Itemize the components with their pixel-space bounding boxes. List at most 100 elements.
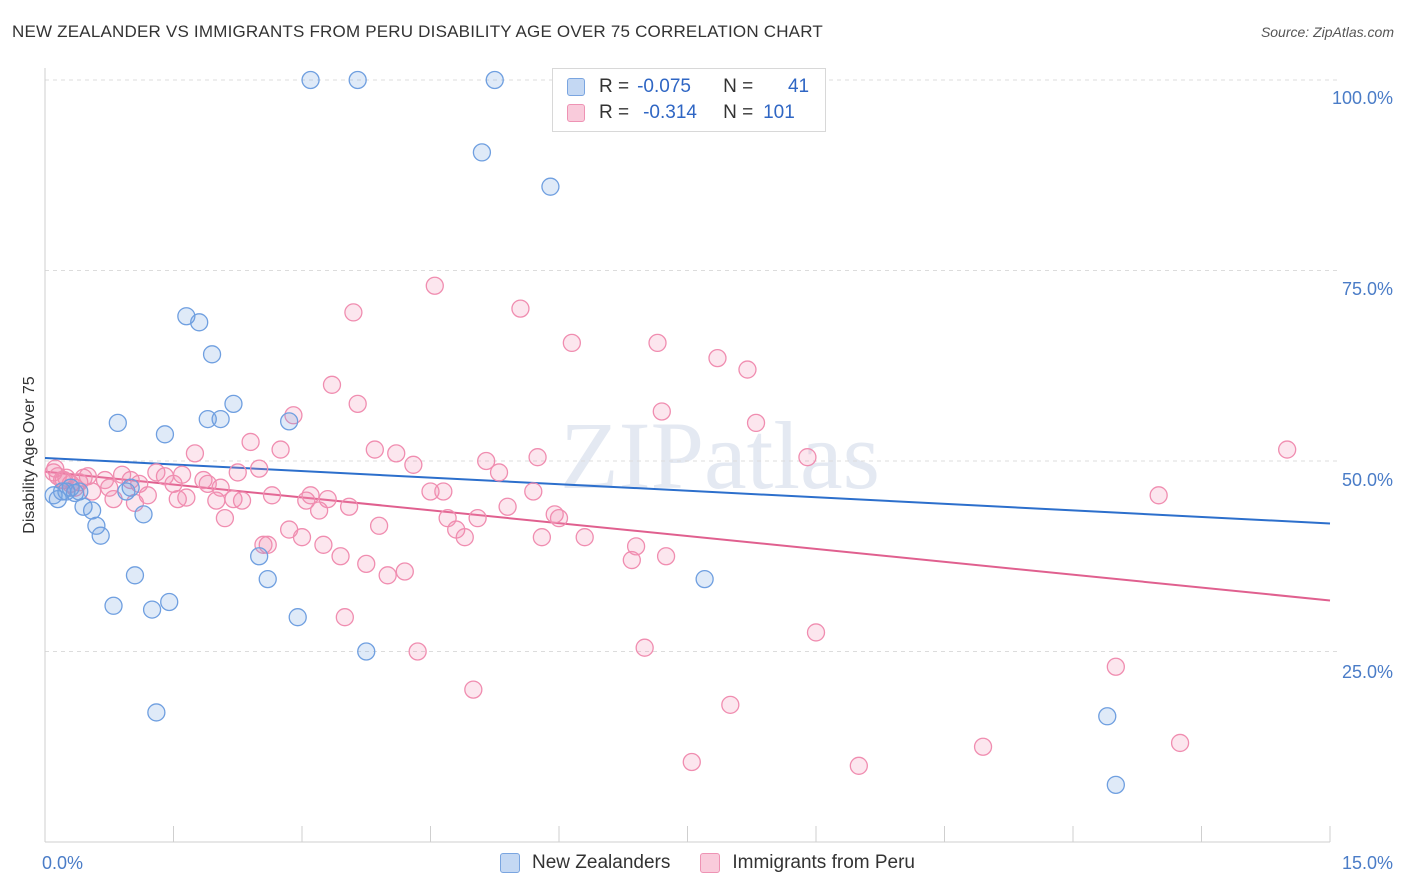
data-point — [172, 465, 192, 484]
y-tick-label: 100.0% — [1332, 88, 1393, 108]
data-point — [185, 444, 205, 463]
data-point — [738, 360, 757, 379]
data-point — [973, 737, 993, 756]
data-point — [250, 459, 269, 478]
data-point — [489, 463, 509, 482]
data-point — [142, 600, 162, 619]
data-point — [100, 478, 119, 497]
data-point — [202, 345, 222, 364]
data-point — [849, 756, 868, 775]
x-tick-label: 15.0% — [1342, 853, 1393, 873]
y-tick-label: 75.0% — [1342, 279, 1393, 299]
series-swatch-pink — [700, 853, 721, 873]
data-point — [357, 642, 376, 661]
data-point — [190, 313, 209, 332]
gridlines — [45, 79, 1340, 652]
data-point — [348, 70, 367, 90]
data-point — [292, 528, 312, 547]
data-point — [348, 394, 367, 414]
data-point — [54, 470, 73, 490]
data-point — [468, 509, 487, 528]
data-point — [314, 535, 333, 554]
data-point — [806, 623, 826, 642]
data-point — [434, 482, 453, 501]
data-point — [721, 695, 740, 714]
data-point — [78, 467, 97, 486]
data-point — [421, 482, 440, 501]
x-tick-label: 0.0% — [42, 853, 83, 873]
data-point — [464, 680, 483, 699]
data-point — [1106, 775, 1125, 794]
tick-labels: 25.0% 50.0% 75.0% 100.0% 0.0% 15.0% Disability… — [21, 88, 1393, 873]
data-point — [91, 526, 110, 545]
data-point — [70, 482, 89, 501]
data-point — [511, 299, 530, 318]
data-point — [138, 486, 157, 505]
data-point — [134, 505, 153, 524]
data-point — [369, 516, 389, 535]
legend-swatch-pink — [567, 104, 585, 122]
data-point — [87, 516, 106, 535]
data-point — [1278, 440, 1297, 459]
data-point — [279, 412, 299, 431]
data-point — [528, 448, 547, 467]
data-point — [254, 535, 273, 554]
data-point — [344, 303, 363, 322]
chart-title: NEW ZEALANDER VS IMMIGRANTS FROM PERU DI… — [12, 22, 823, 41]
data-point — [485, 70, 504, 90]
data-point — [147, 703, 166, 722]
data-point — [104, 596, 123, 615]
data-point — [155, 425, 175, 444]
legend-r-value: -0.075 — [637, 76, 691, 97]
data-point — [335, 608, 354, 627]
data-point — [301, 486, 320, 505]
legend-n-label: N = — [723, 76, 754, 97]
data-point — [288, 608, 307, 627]
data-point — [365, 440, 384, 459]
data-point — [395, 562, 414, 581]
legend-r-label: R = — [599, 102, 630, 123]
data-point — [357, 554, 376, 574]
data-point — [575, 528, 594, 547]
legend-n-value: 41 — [787, 76, 810, 97]
data-point — [656, 547, 676, 566]
legend-row-peru: R = -0.314 N = 101 — [567, 101, 803, 125]
legend-r-label: R = — [599, 76, 630, 97]
data-point — [301, 70, 320, 90]
legend-row-new-zealanders: R = -0.075 N = 41 — [567, 75, 809, 99]
data-point — [532, 528, 552, 547]
data-point — [682, 752, 701, 772]
y-axis-label: Disability Age Over 75 — [21, 376, 38, 534]
data-point — [524, 482, 543, 501]
series-swatch-blue — [500, 853, 520, 873]
data-point — [477, 451, 496, 471]
legend-n-value: 101 — [763, 102, 795, 123]
data-point — [232, 491, 252, 510]
data-point — [241, 432, 260, 452]
data-point — [318, 489, 337, 509]
data-point — [271, 440, 290, 459]
data-point — [1170, 733, 1190, 753]
data-point — [626, 537, 646, 556]
data-point — [82, 501, 102, 520]
data-point — [121, 478, 140, 497]
series-label: New Zealanders — [532, 852, 671, 873]
data-point — [652, 402, 671, 421]
series-label: Immigrants from Peru — [732, 852, 915, 873]
data-point — [408, 642, 427, 661]
y-tick-label: 25.0% — [1342, 662, 1393, 682]
data-point — [455, 528, 474, 547]
data-point — [125, 566, 145, 585]
data-point — [228, 463, 247, 482]
data-point — [1106, 657, 1125, 676]
legend-swatch-blue — [567, 78, 585, 96]
data-point — [177, 488, 196, 507]
data-point — [215, 509, 235, 528]
data-point — [695, 569, 714, 589]
data-point — [541, 177, 560, 196]
source-label: Source: ZipAtlas.com — [1260, 24, 1394, 40]
data-point — [498, 497, 517, 516]
data-point — [224, 394, 243, 414]
data-point — [322, 375, 342, 394]
